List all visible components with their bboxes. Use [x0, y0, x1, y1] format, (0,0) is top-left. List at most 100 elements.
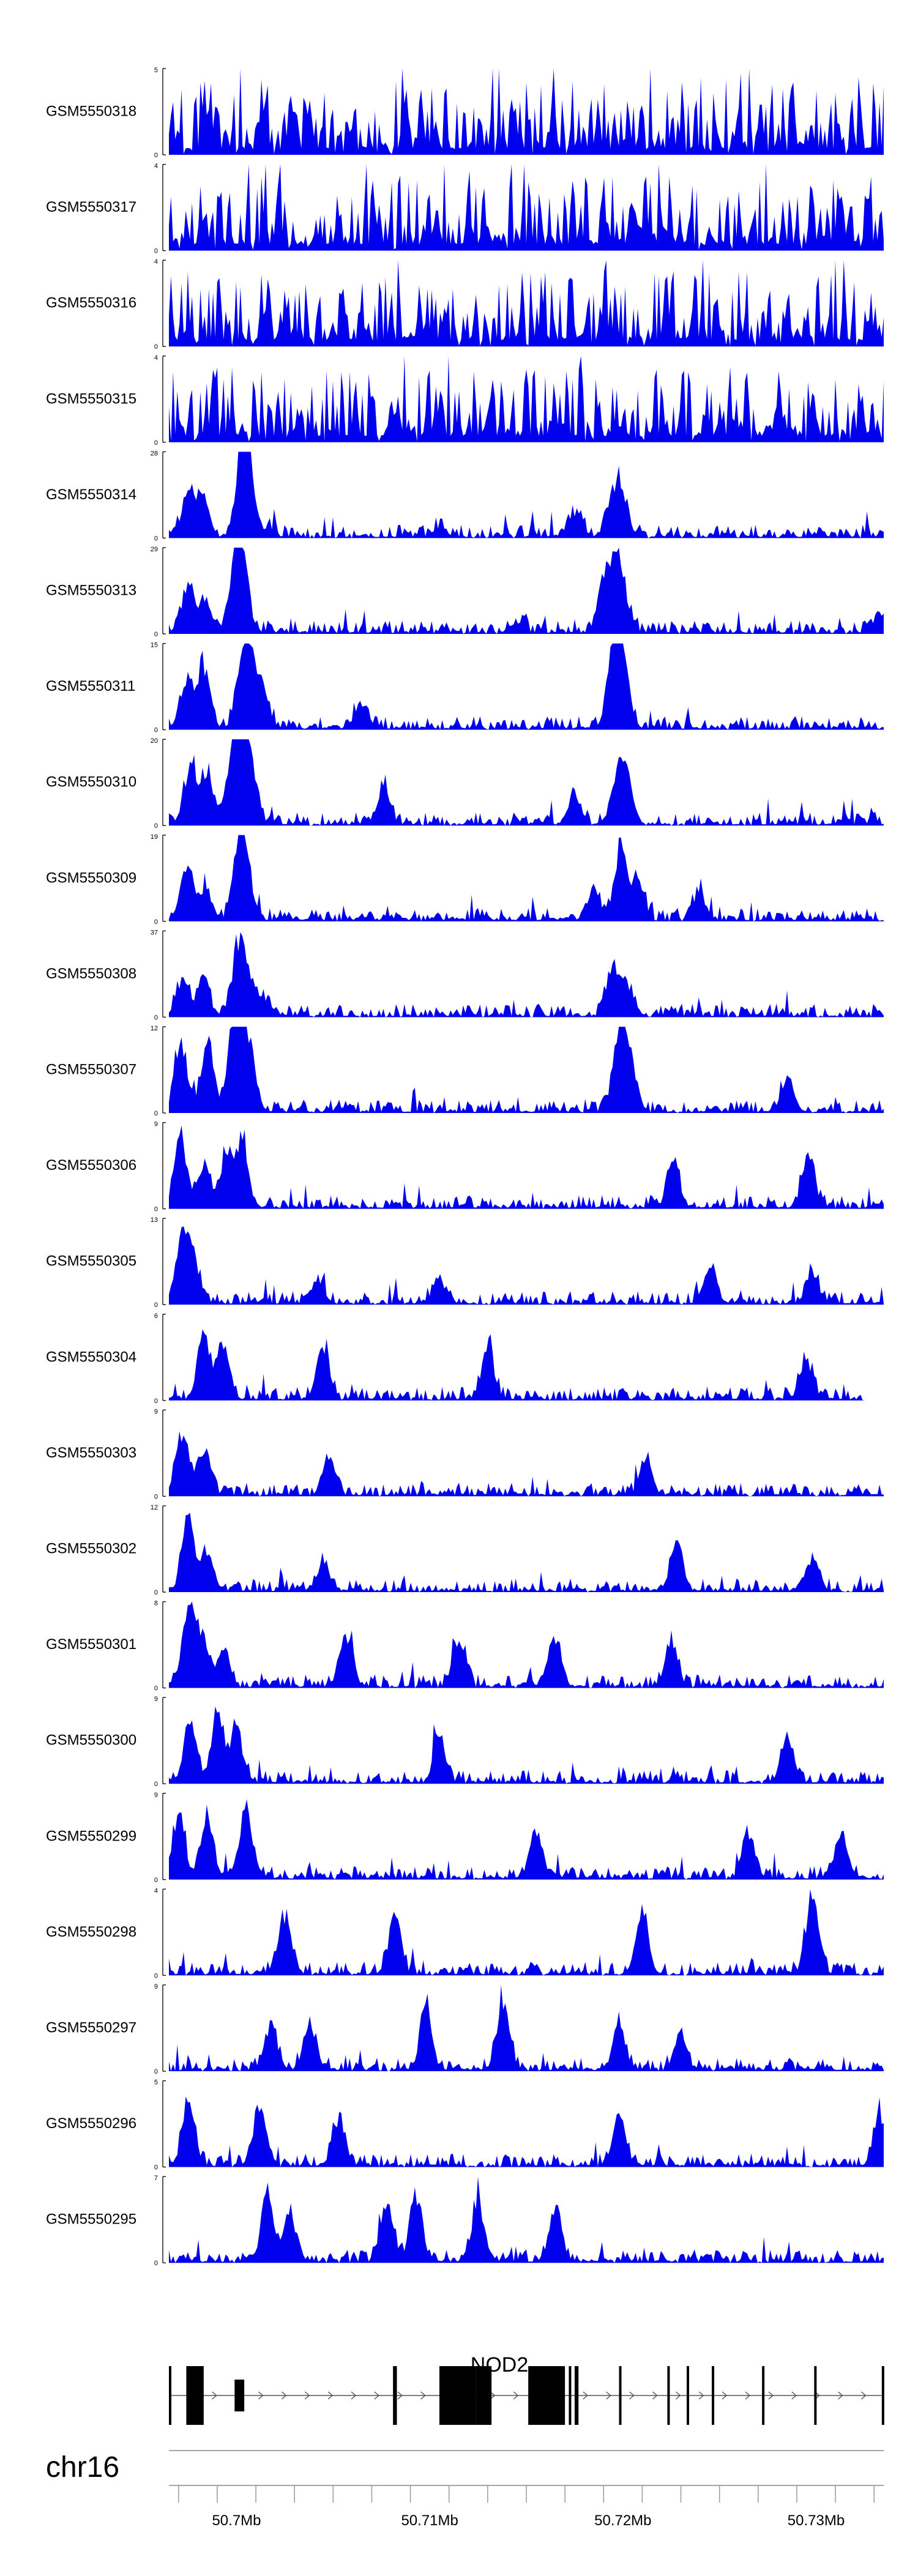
y-tick-label-max: 9	[154, 1983, 158, 1990]
x-tick-label: 50.72Mb	[594, 2512, 651, 2529]
strand-arrow	[351, 2391, 357, 2400]
track-label: GSM5550316	[46, 295, 136, 311]
strand-arrow	[212, 2391, 217, 2400]
coverage-area	[169, 932, 884, 1018]
y-tick-label-max: 9	[154, 1792, 158, 1799]
y-tick-label-min: 0	[154, 2164, 158, 2172]
strand-arrow	[722, 2391, 728, 2400]
strand-arrow	[768, 2391, 774, 2400]
y-tick-label-min: 0	[154, 1110, 158, 1117]
exon-block	[574, 2366, 579, 2425]
y-tick-label-max: 4	[154, 1887, 158, 1894]
track-GSM5550298: GSM5550298 4 0	[46, 1887, 884, 1979]
strand-arrow	[420, 2391, 426, 2400]
track-GSM5550295: GSM5550295 7 0	[46, 2175, 884, 2267]
coverage-area	[169, 1125, 884, 1209]
y-tick-label-max: 9	[154, 1121, 158, 1128]
strand-arrow	[791, 2391, 797, 2400]
track-GSM5550316: GSM5550316 4 0	[46, 258, 884, 351]
track-GSM5550302: GSM5550302 12 0	[46, 1504, 884, 1596]
y-tick-label-max: 8	[154, 1600, 158, 1607]
y-tick-label-max: 28	[151, 450, 158, 457]
coverage-area	[169, 1329, 884, 1401]
exon-block	[439, 2366, 476, 2425]
strand-arrow	[258, 2391, 264, 2400]
track-GSM5550307: GSM5550307 12 0	[46, 1025, 884, 1117]
strand-arrow	[629, 2391, 635, 2400]
coverage-area	[169, 356, 884, 442]
y-tick-label-min: 0	[154, 1206, 158, 1213]
track-label: GSM5550306	[46, 1157, 136, 1174]
y-tick-label-max: 12	[151, 1025, 158, 1032]
track-GSM5550313: GSM5550313 29 0	[46, 546, 884, 638]
y-tick-label-min: 0	[154, 1781, 158, 1788]
track-label: GSM5550298	[46, 1924, 136, 1940]
y-tick-label-min: 0	[154, 2068, 158, 2075]
coverage-area	[169, 69, 884, 155]
track-GSM5550305: GSM5550305 13 0	[46, 1216, 884, 1309]
x-tick-label: 50.71Mb	[401, 2512, 458, 2529]
exon-block	[687, 2366, 690, 2425]
y-tick-label-min: 0	[154, 918, 158, 926]
track-GSM5550296: GSM5550296 5 0	[46, 2079, 884, 2172]
strand-arrow	[490, 2391, 496, 2400]
y-tick-label-max: 12	[151, 1504, 158, 1511]
y-tick-label-min: 0	[154, 1493, 158, 1500]
y-tick-label-max: 5	[154, 2079, 158, 2086]
track-label: GSM5550305	[46, 1253, 136, 1270]
y-tick-label-min: 0	[154, 1589, 158, 1596]
exon-block	[476, 2366, 492, 2425]
strand-arrow	[397, 2391, 403, 2400]
y-tick-label-max: 7	[154, 2175, 158, 2182]
chromosome-label: chr16	[46, 2451, 119, 2484]
strand-arrow	[606, 2391, 611, 2400]
exon-block	[667, 2366, 670, 2425]
strand-arrow	[838, 2391, 843, 2400]
track-label: GSM5550297	[46, 2020, 136, 2036]
track-label: GSM5550311	[46, 678, 135, 694]
x-tick-label: 50.73Mb	[788, 2512, 845, 2529]
strand-arrow	[281, 2391, 287, 2400]
gene-annotation-track: NOD2	[169, 2353, 884, 2425]
track-label: GSM5550308	[46, 966, 136, 982]
y-tick-label-max: 37	[151, 929, 158, 936]
exon-block	[712, 2366, 715, 2425]
track-label: GSM5550309	[46, 869, 136, 886]
track-label: GSM5550307	[46, 1062, 136, 1078]
strand-arrow	[745, 2391, 751, 2400]
y-tick-label-min: 0	[154, 343, 158, 351]
y-tick-label-min: 0	[154, 1877, 158, 1884]
track-label: GSM5550296	[46, 2115, 136, 2132]
exon-block	[393, 2366, 397, 2425]
exon-block	[528, 2366, 565, 2425]
track-GSM5550309: GSM5550309 19 0	[46, 833, 884, 926]
y-tick-label-max: 4	[154, 258, 158, 266]
y-tick-label-min: 0	[154, 439, 158, 447]
track-GSM5550301: GSM5550301 8 0	[46, 1600, 884, 1692]
coverage-area	[169, 1226, 884, 1305]
track-label: GSM5550300	[46, 1732, 136, 1749]
y-tick-label-min: 0	[154, 248, 158, 255]
track-label: GSM5550295	[46, 2211, 136, 2228]
strand-arrow	[860, 2391, 867, 2400]
y-tick-label-min: 0	[154, 1972, 158, 1979]
track-GSM5550311: GSM5550311 15 0	[46, 642, 884, 734]
exon-block	[186, 2366, 204, 2425]
y-tick-label-min: 0	[154, 727, 158, 734]
track-label: GSM5550310	[46, 774, 136, 791]
y-tick-label-max: 4	[154, 163, 158, 170]
coverage-area	[169, 260, 884, 347]
track-GSM5550315: GSM5550315 4 0	[46, 354, 884, 447]
y-tick-label-max: 9	[154, 1408, 158, 1415]
track-label: GSM5550302	[46, 1541, 136, 1557]
strand-arrow	[327, 2391, 334, 2400]
track-GSM5550304: GSM5550304 6 0	[46, 1312, 884, 1405]
coverage-area	[169, 1513, 884, 1592]
y-tick-label-max: 29	[151, 546, 158, 553]
y-tick-label-max: 6	[154, 1312, 158, 1320]
track-GSM5550303: GSM5550303 9 0	[46, 1408, 884, 1500]
exon-block	[814, 2366, 817, 2425]
strand-arrow	[304, 2391, 310, 2400]
